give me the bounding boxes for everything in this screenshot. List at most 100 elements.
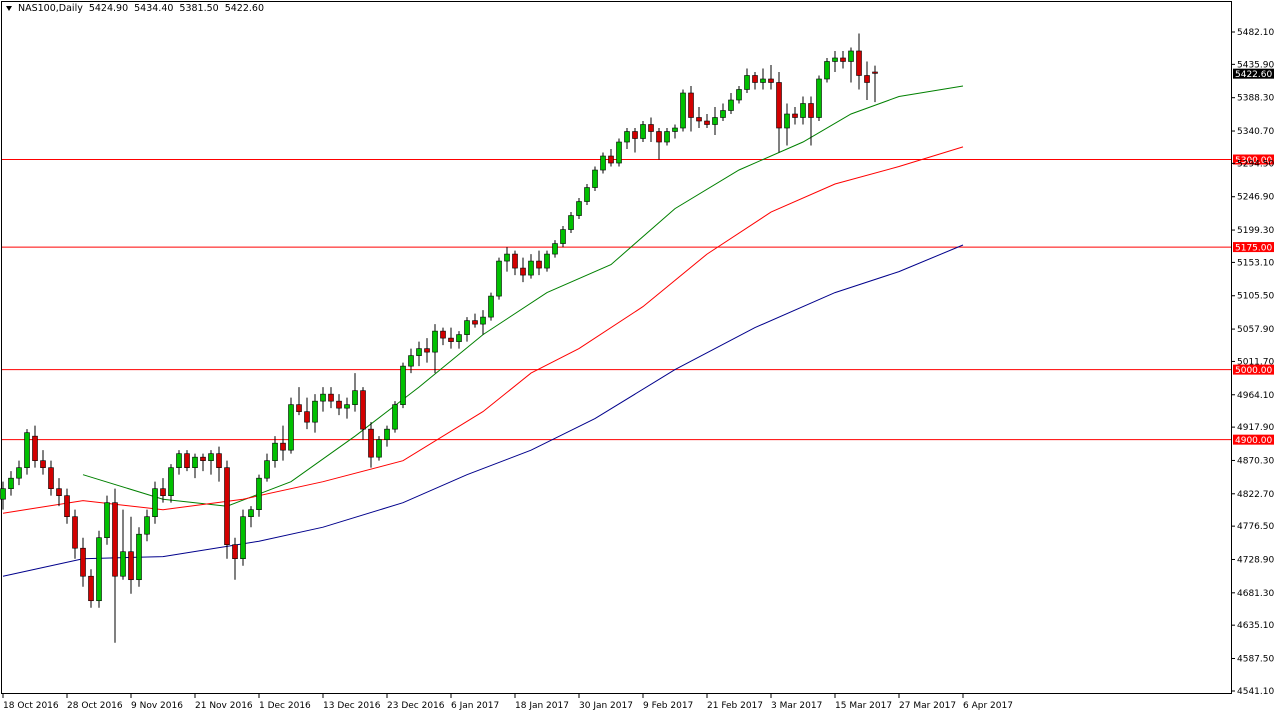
candle-body: [336, 400, 342, 409]
bullish-candle: [376, 436, 382, 461]
candle-body: [568, 215, 574, 230]
x-tick-label: 23 Dec 2016: [387, 701, 445, 711]
high-value: 5434.40: [134, 3, 174, 14]
bullish-candle: [432, 324, 438, 374]
dropdown-triangle-icon[interactable]: [6, 6, 12, 11]
bullish-candle: [592, 166, 598, 192]
candle-body: [664, 131, 670, 143]
bullish-candle: [16, 460, 22, 486]
candle-body: [496, 260, 502, 297]
candle-body: [376, 439, 382, 458]
y-tick-label: 5246.90: [1237, 193, 1274, 203]
candle-body: [128, 551, 134, 581]
candle-body: [80, 547, 86, 577]
candles: [0, 33, 878, 643]
bullish-candle: [464, 317, 470, 342]
bullish-candle: [136, 527, 142, 587]
candle-body: [848, 50, 854, 62]
bullish-candle: [848, 47, 854, 83]
y-tick-label: 5105.50: [1237, 292, 1274, 302]
bearish-candle: [224, 460, 230, 559]
bullish-candle: [616, 138, 622, 167]
level-label-box: [1233, 364, 1274, 375]
candle-body: [16, 467, 22, 479]
candle-body: [144, 516, 150, 535]
x-tick-label: 18 Oct 2016: [3, 701, 59, 711]
bullish-candle: [96, 530, 102, 608]
level-label-box: [1233, 154, 1274, 165]
bearish-candle: [56, 478, 62, 507]
x-tick-label: 3 Mar 2017: [771, 701, 822, 711]
bullish-candle: [0, 481, 6, 510]
bullish-candle: [760, 68, 766, 90]
candle-body: [752, 75, 758, 83]
bearish-candle: [80, 537, 86, 587]
bullish-candle: [568, 212, 574, 234]
bullish-candle: [144, 509, 150, 542]
candle-body: [640, 124, 646, 139]
candle-body: [424, 348, 430, 353]
bullish-candle: [288, 397, 294, 454]
candle-body: [760, 78, 766, 83]
candle-body: [368, 428, 374, 458]
candle-body: [384, 428, 390, 440]
candle-body: [320, 393, 326, 402]
y-tick-label: 4776.50: [1237, 522, 1274, 532]
bearish-candle: [856, 33, 862, 90]
level-label: 5300.00: [1235, 156, 1272, 166]
current-price-label: 5422.60: [1235, 70, 1272, 80]
y-tick-label: 4917.90: [1237, 423, 1274, 433]
candle-body: [544, 253, 550, 269]
level-label-box: [1233, 434, 1274, 445]
candle-body: [600, 155, 606, 171]
candle-body: [416, 348, 422, 356]
candle-body: [192, 456, 198, 468]
bullish-candle: [800, 96, 806, 125]
y-tick-label: 4728.90: [1237, 555, 1274, 565]
candle-body: [808, 103, 814, 118]
candle-body: [768, 78, 774, 83]
y-tick-label: 4822.70: [1237, 490, 1274, 500]
candle-body: [592, 169, 598, 188]
candle-body: [456, 334, 462, 342]
bullish-candle: [488, 292, 494, 321]
bearish-candle: [840, 50, 846, 69]
candle-body: [472, 320, 478, 325]
candle-body: [136, 533, 142, 581]
candle-body: [152, 488, 158, 517]
level-label-box: [1233, 242, 1274, 253]
bearish-candle: [32, 425, 38, 468]
x-tick-label: 15 Mar 2017: [835, 701, 892, 711]
bearish-candle: [632, 128, 638, 153]
candle-body: [616, 141, 622, 164]
x-tick-label: 9 Feb 2017: [643, 701, 693, 711]
candle-body: [672, 127, 678, 132]
candle-body: [840, 57, 846, 62]
bullish-candle: [344, 397, 350, 419]
bearish-candle: [864, 61, 870, 101]
bullish-candle: [152, 481, 158, 524]
candle-body: [112, 502, 118, 577]
bullish-candle: [712, 107, 718, 136]
candle-body: [264, 460, 270, 479]
candle-body: [120, 551, 126, 577]
candle-body: [176, 453, 182, 468]
bullish-candle: [408, 348, 414, 374]
candle-body: [712, 117, 718, 125]
bearish-candle: [160, 478, 166, 503]
candle-body: [224, 467, 230, 546]
candle-body: [704, 120, 710, 125]
candle-body: [64, 495, 70, 517]
bearish-candle: [128, 516, 134, 594]
candle-body: [864, 75, 870, 83]
candle-body: [528, 260, 534, 276]
candle-body: [440, 330, 446, 339]
candle-body: [216, 453, 222, 468]
candle-body: [784, 113, 790, 129]
bullish-candle: [784, 103, 790, 146]
candle-body: [680, 92, 686, 129]
bearish-candle: [72, 509, 78, 559]
bullish-candle: [480, 310, 486, 335]
bullish-candle: [272, 436, 278, 468]
